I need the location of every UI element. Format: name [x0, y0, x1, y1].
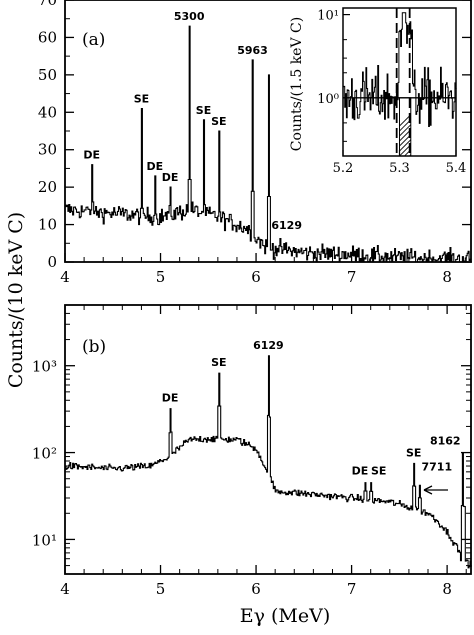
hatch-line	[399, 119, 411, 132]
y-tick-label: 10¹	[32, 531, 57, 549]
peak-label: 6129	[253, 339, 284, 352]
peak-label: 5300	[174, 10, 205, 23]
x-tick-label: 7	[347, 268, 357, 286]
x-tick-label: 8	[442, 580, 452, 598]
peak-label: 7711	[422, 461, 453, 474]
x-axis-title: Eγ (MeV)	[240, 605, 331, 627]
peak-label: DE	[83, 149, 100, 162]
x-tick-label: 4	[60, 268, 70, 286]
hatch-line	[399, 124, 411, 137]
y-tick-label: 30	[38, 141, 57, 159]
x-tick-label: 4	[60, 580, 70, 598]
peak-label: SE	[211, 356, 226, 369]
peak-label: SE	[196, 104, 211, 117]
panel-b-frame	[64, 304, 472, 575]
peak-label: SE	[211, 115, 226, 128]
peak-label: SE	[406, 446, 421, 459]
y-tick-label: 60	[38, 28, 57, 46]
peak-label: SE	[134, 93, 149, 106]
inset-dashed-lines	[395, 8, 411, 156]
x-tick-label: 5	[156, 268, 166, 286]
inset-y-tick-label: 10¹	[317, 9, 339, 24]
inset-y-axis-title: Counts/(1.5 keV C)	[289, 17, 305, 151]
y-tick-label: 10	[38, 216, 57, 234]
panel-b-axes: 4 5 6 7 8 10¹ 10² 10³	[32, 305, 471, 598]
inset-y-tick-label: 10⁰	[317, 92, 339, 107]
peak-label: 6129	[271, 219, 302, 232]
peak-label: DE	[162, 392, 179, 405]
peak-label: DE	[352, 464, 369, 477]
y-tick-label: 10³	[32, 358, 57, 376]
arrow-icon	[423, 485, 448, 495]
peak-label: 8162	[430, 435, 461, 448]
x-tick-label: 6	[251, 268, 261, 286]
panel-b-spectrum-line	[65, 355, 472, 569]
x-tick-label: 6	[251, 580, 261, 598]
peak-label: SE	[371, 464, 386, 477]
y-axis-title: Counts/(10 keV C)	[5, 212, 27, 388]
inset-spectrum-line	[343, 12, 457, 127]
x-tick-label: 8	[442, 268, 452, 286]
peak-label: 5963	[237, 44, 268, 57]
y-tick-label: 50	[38, 66, 57, 84]
y-tick-label: 10²	[32, 445, 57, 463]
panel-a-tag: (a)	[82, 30, 105, 50]
inset-x-tick-label: 5.4	[446, 161, 467, 176]
x-tick-label: 7	[347, 580, 357, 598]
y-tick-label: 0	[47, 253, 57, 271]
x-tick-label: 5	[156, 580, 166, 598]
inset-panel: 5.2 5.3 5.4 10⁰ 10¹ Counts/(1.5 keV C)	[289, 7, 466, 176]
peak-label: DE	[146, 160, 163, 173]
panel-a-spectrum-line	[65, 25, 472, 263]
panel-b-tag: (b)	[82, 337, 106, 357]
y-tick-label: 70	[38, 0, 57, 9]
peak-label: DE	[162, 171, 179, 184]
inset-x-tick-label: 5.2	[333, 161, 354, 176]
hatch-line	[399, 139, 411, 152]
inset-axes: 5.2 5.3 5.4 10⁰ 10¹	[317, 9, 466, 176]
y-tick-label: 40	[38, 103, 57, 121]
inset-x-tick-label: 5.3	[389, 161, 410, 176]
y-tick-label: 20	[38, 178, 57, 196]
